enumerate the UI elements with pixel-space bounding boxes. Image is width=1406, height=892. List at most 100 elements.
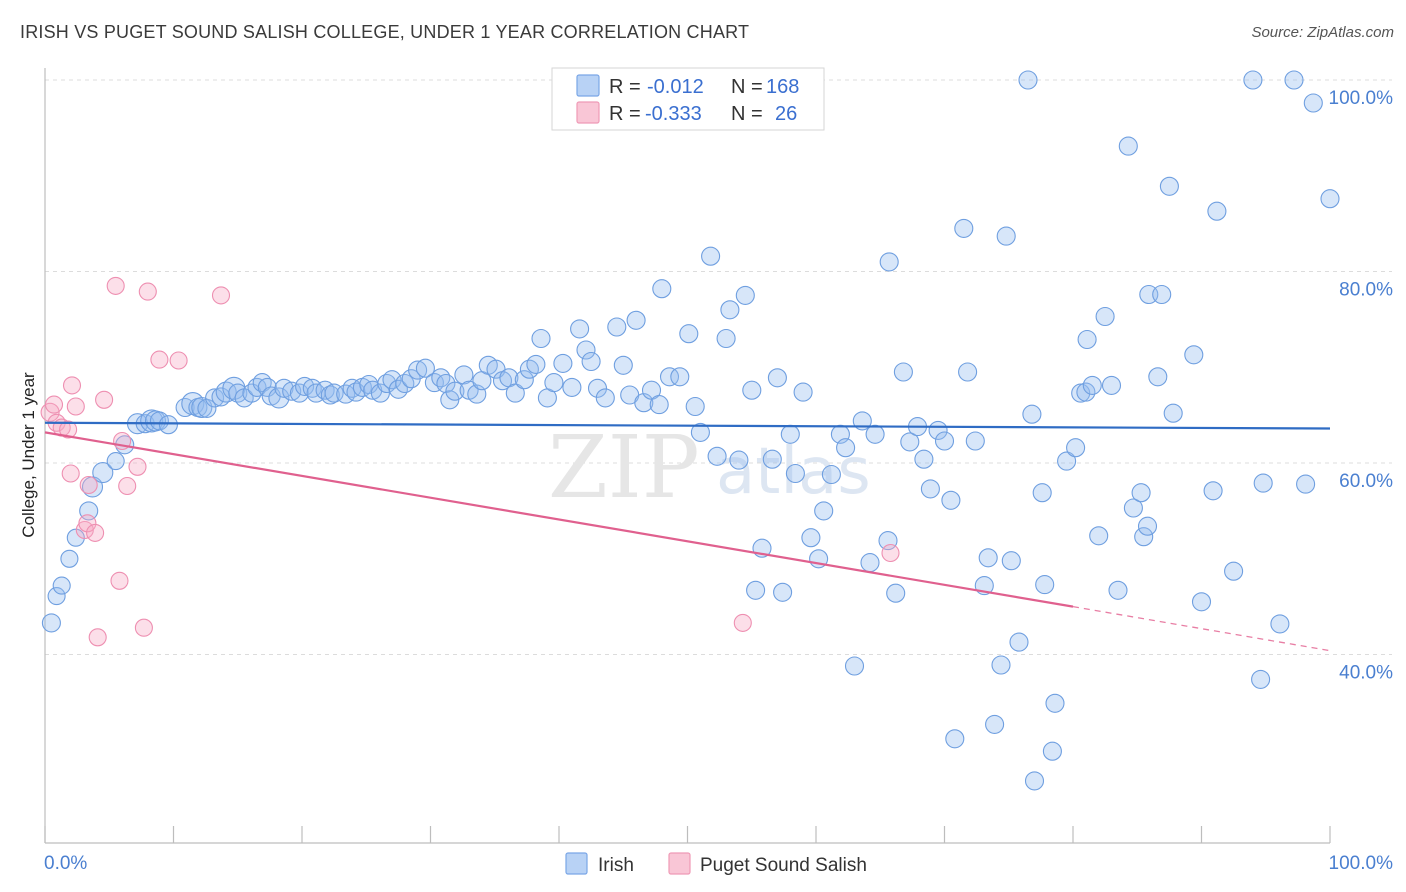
irish-point (685, 396, 705, 417)
irish-point (707, 446, 727, 466)
irish-point (659, 367, 680, 387)
irish-point (1089, 526, 1109, 546)
irish-point (415, 358, 435, 378)
irish-point (836, 438, 856, 458)
chart-title: IRISH VS PUGET SOUND SALISH COLLEGE, UND… (20, 22, 750, 42)
irish-point (893, 362, 913, 382)
irish-point (1134, 527, 1154, 547)
irish-point (1207, 201, 1227, 221)
irish-point (1045, 693, 1065, 713)
irish-point (1284, 70, 1304, 90)
irish-point (1303, 93, 1323, 113)
irish-point (773, 582, 793, 602)
irish-point (613, 355, 633, 375)
irish-point (60, 549, 79, 568)
series-legend-irish: Irish (598, 855, 634, 876)
irish-point (1024, 771, 1045, 791)
irish-point (531, 328, 551, 349)
irish-point (197, 398, 217, 418)
irish-point (1009, 632, 1029, 652)
irish-point (1032, 483, 1052, 503)
salish-point (138, 282, 157, 301)
irish-point (274, 378, 294, 398)
salish-trend-extension (1072, 605, 1331, 652)
salish-point (88, 628, 107, 647)
irish-point (958, 362, 978, 382)
y-axis-label: College, Under 1 year (19, 372, 38, 538)
irish-point (1152, 284, 1172, 305)
irish-point (454, 365, 474, 385)
irish-point (92, 462, 114, 484)
irish-point (886, 583, 906, 603)
salish-point (118, 476, 137, 496)
irish-point (1270, 614, 1290, 634)
salish-trend-line (44, 431, 1074, 608)
irish-point (670, 367, 690, 387)
series-legend-swatch-salish (668, 852, 691, 875)
irish-point (801, 528, 821, 548)
irish-point (762, 449, 782, 469)
irish-point (1123, 498, 1143, 518)
irish-point (570, 319, 590, 339)
legend-r-label-1: R = (609, 76, 641, 98)
irish-point (900, 432, 920, 452)
irish-point (140, 409, 164, 433)
irish-trend-line (44, 421, 1331, 430)
irish-point (793, 382, 813, 402)
salish-point (78, 514, 97, 533)
salish-point (59, 420, 78, 439)
salish-point (150, 350, 169, 369)
irish-point (1042, 741, 1062, 761)
irish-point (553, 353, 573, 373)
legend-n-label-1: N = (731, 76, 763, 98)
irish-point (268, 387, 290, 409)
irish-point (52, 576, 71, 595)
irish-point (729, 450, 749, 470)
legend-swatch-irish (576, 74, 600, 97)
irish-point (47, 587, 66, 606)
watermark-zip: ZIP (548, 418, 700, 518)
irish-point (1131, 483, 1151, 503)
irish-point (370, 383, 390, 403)
irish-point (965, 431, 985, 451)
salish-point (86, 523, 105, 542)
y-tick-label: 60.0% (1339, 471, 1393, 492)
salish-point (110, 571, 129, 590)
irish-point (720, 300, 740, 320)
irish-point (1137, 516, 1158, 536)
legend-r-value-1: -0.012 (647, 76, 704, 98)
irish-point (562, 377, 582, 397)
irish-point (576, 340, 596, 360)
irish-point (41, 613, 61, 633)
irish-point (985, 714, 1005, 734)
irish-point (1184, 345, 1204, 365)
irish-point (954, 218, 974, 238)
irish-point (746, 580, 766, 600)
irish-point (1108, 580, 1128, 600)
salish-point (134, 618, 153, 637)
irish-point (1018, 70, 1038, 90)
irish-point (106, 452, 125, 471)
irish-point (767, 368, 787, 388)
salish-point (881, 543, 900, 563)
irish-point (1148, 367, 1168, 387)
tick-labels: 0.0% 100.0% 40.0% 60.0% 80.0% 100.0% (44, 88, 1393, 874)
salish-point (44, 395, 64, 414)
irish-point (991, 655, 1011, 675)
salish-point (106, 276, 125, 295)
irish-point (1203, 481, 1223, 501)
irish-point (607, 317, 627, 337)
salish-point (66, 397, 85, 416)
irish-point (1253, 473, 1273, 493)
salish-point (62, 376, 82, 395)
irish-point (649, 395, 669, 415)
x-tick-label: 0.0% (44, 853, 87, 874)
irish-point (363, 380, 383, 400)
irish-point (1095, 306, 1115, 327)
irish-point (431, 368, 451, 388)
irish-point (1159, 176, 1179, 196)
irish-point (295, 376, 315, 396)
irish-point (595, 388, 615, 408)
irish-point (914, 449, 934, 469)
salish-point (211, 286, 231, 305)
